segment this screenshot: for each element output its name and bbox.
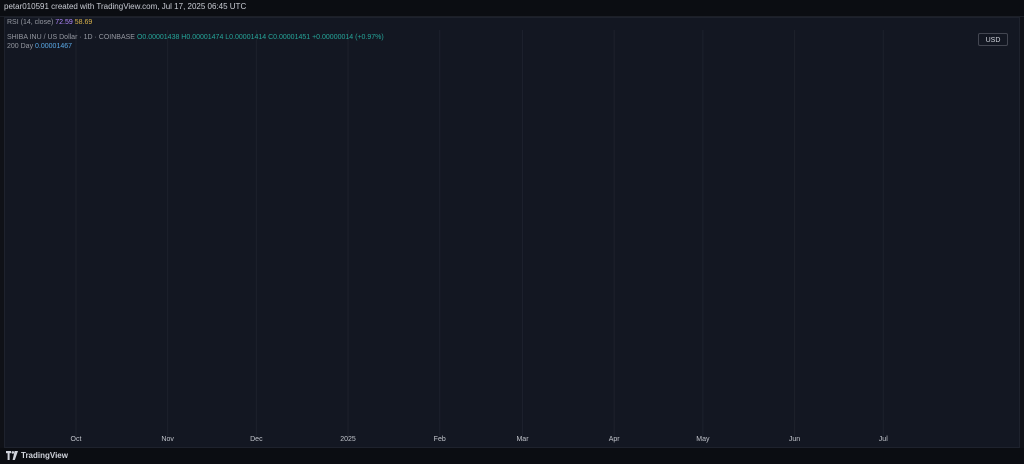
x-tick-label: Jul <box>879 436 888 443</box>
x-tick-label: Feb <box>434 436 446 443</box>
axes: 0.000008000.000010000.000012000.00001400… <box>71 436 889 443</box>
currency-button[interactable]: USD <box>978 33 1008 46</box>
grid <box>75 30 884 436</box>
x-tick-label: Apr <box>609 436 621 443</box>
rsi-value-1: 72.59 <box>55 19 73 26</box>
x-tick-label: Dec <box>250 436 263 443</box>
top-bar: petar010591 created with TradingView.com… <box>0 0 1024 17</box>
x-tick-label: Jun <box>789 436 800 443</box>
x-tick-label: 2025 <box>340 436 356 443</box>
tradingview-logo-icon <box>6 451 18 460</box>
x-tick-label: May <box>696 436 710 443</box>
ma-value: 0.00001467 <box>35 43 73 50</box>
ma-label: 200 Day <box>7 43 34 50</box>
tradingview-brand: TradingView <box>21 451 68 460</box>
rsi-label: RSI (14, close) <box>7 19 54 26</box>
ohlc-values: O0.00001438 H0.00001474 L0.00001414 C0.0… <box>136 34 384 41</box>
symbol-label: SHIBA INU / US Dollar · 1D · COINBASE <box>7 34 135 41</box>
chart-panel[interactable] <box>4 17 1020 448</box>
price-chart[interactable]: 0.000008000.000010000.000012000.00001400… <box>0 0 1024 448</box>
credit-text: petar010591 created with TradingView.com… <box>4 2 247 11</box>
footer <box>0 448 1024 464</box>
x-tick-label: Oct <box>71 436 82 443</box>
rsi-value-2: 58.69 <box>74 19 93 26</box>
ma-legend: 200 Day 0.00001467 <box>7 43 72 50</box>
x-tick-label: Mar <box>516 436 529 443</box>
x-tick-label: Nov <box>161 436 174 443</box>
ohlc-legend: SHIBA INU / US Dollar · 1D · COINBASE O0… <box>7 34 384 41</box>
rsi-legend: RSI (14, close) 72.59 58.69 <box>7 19 92 26</box>
